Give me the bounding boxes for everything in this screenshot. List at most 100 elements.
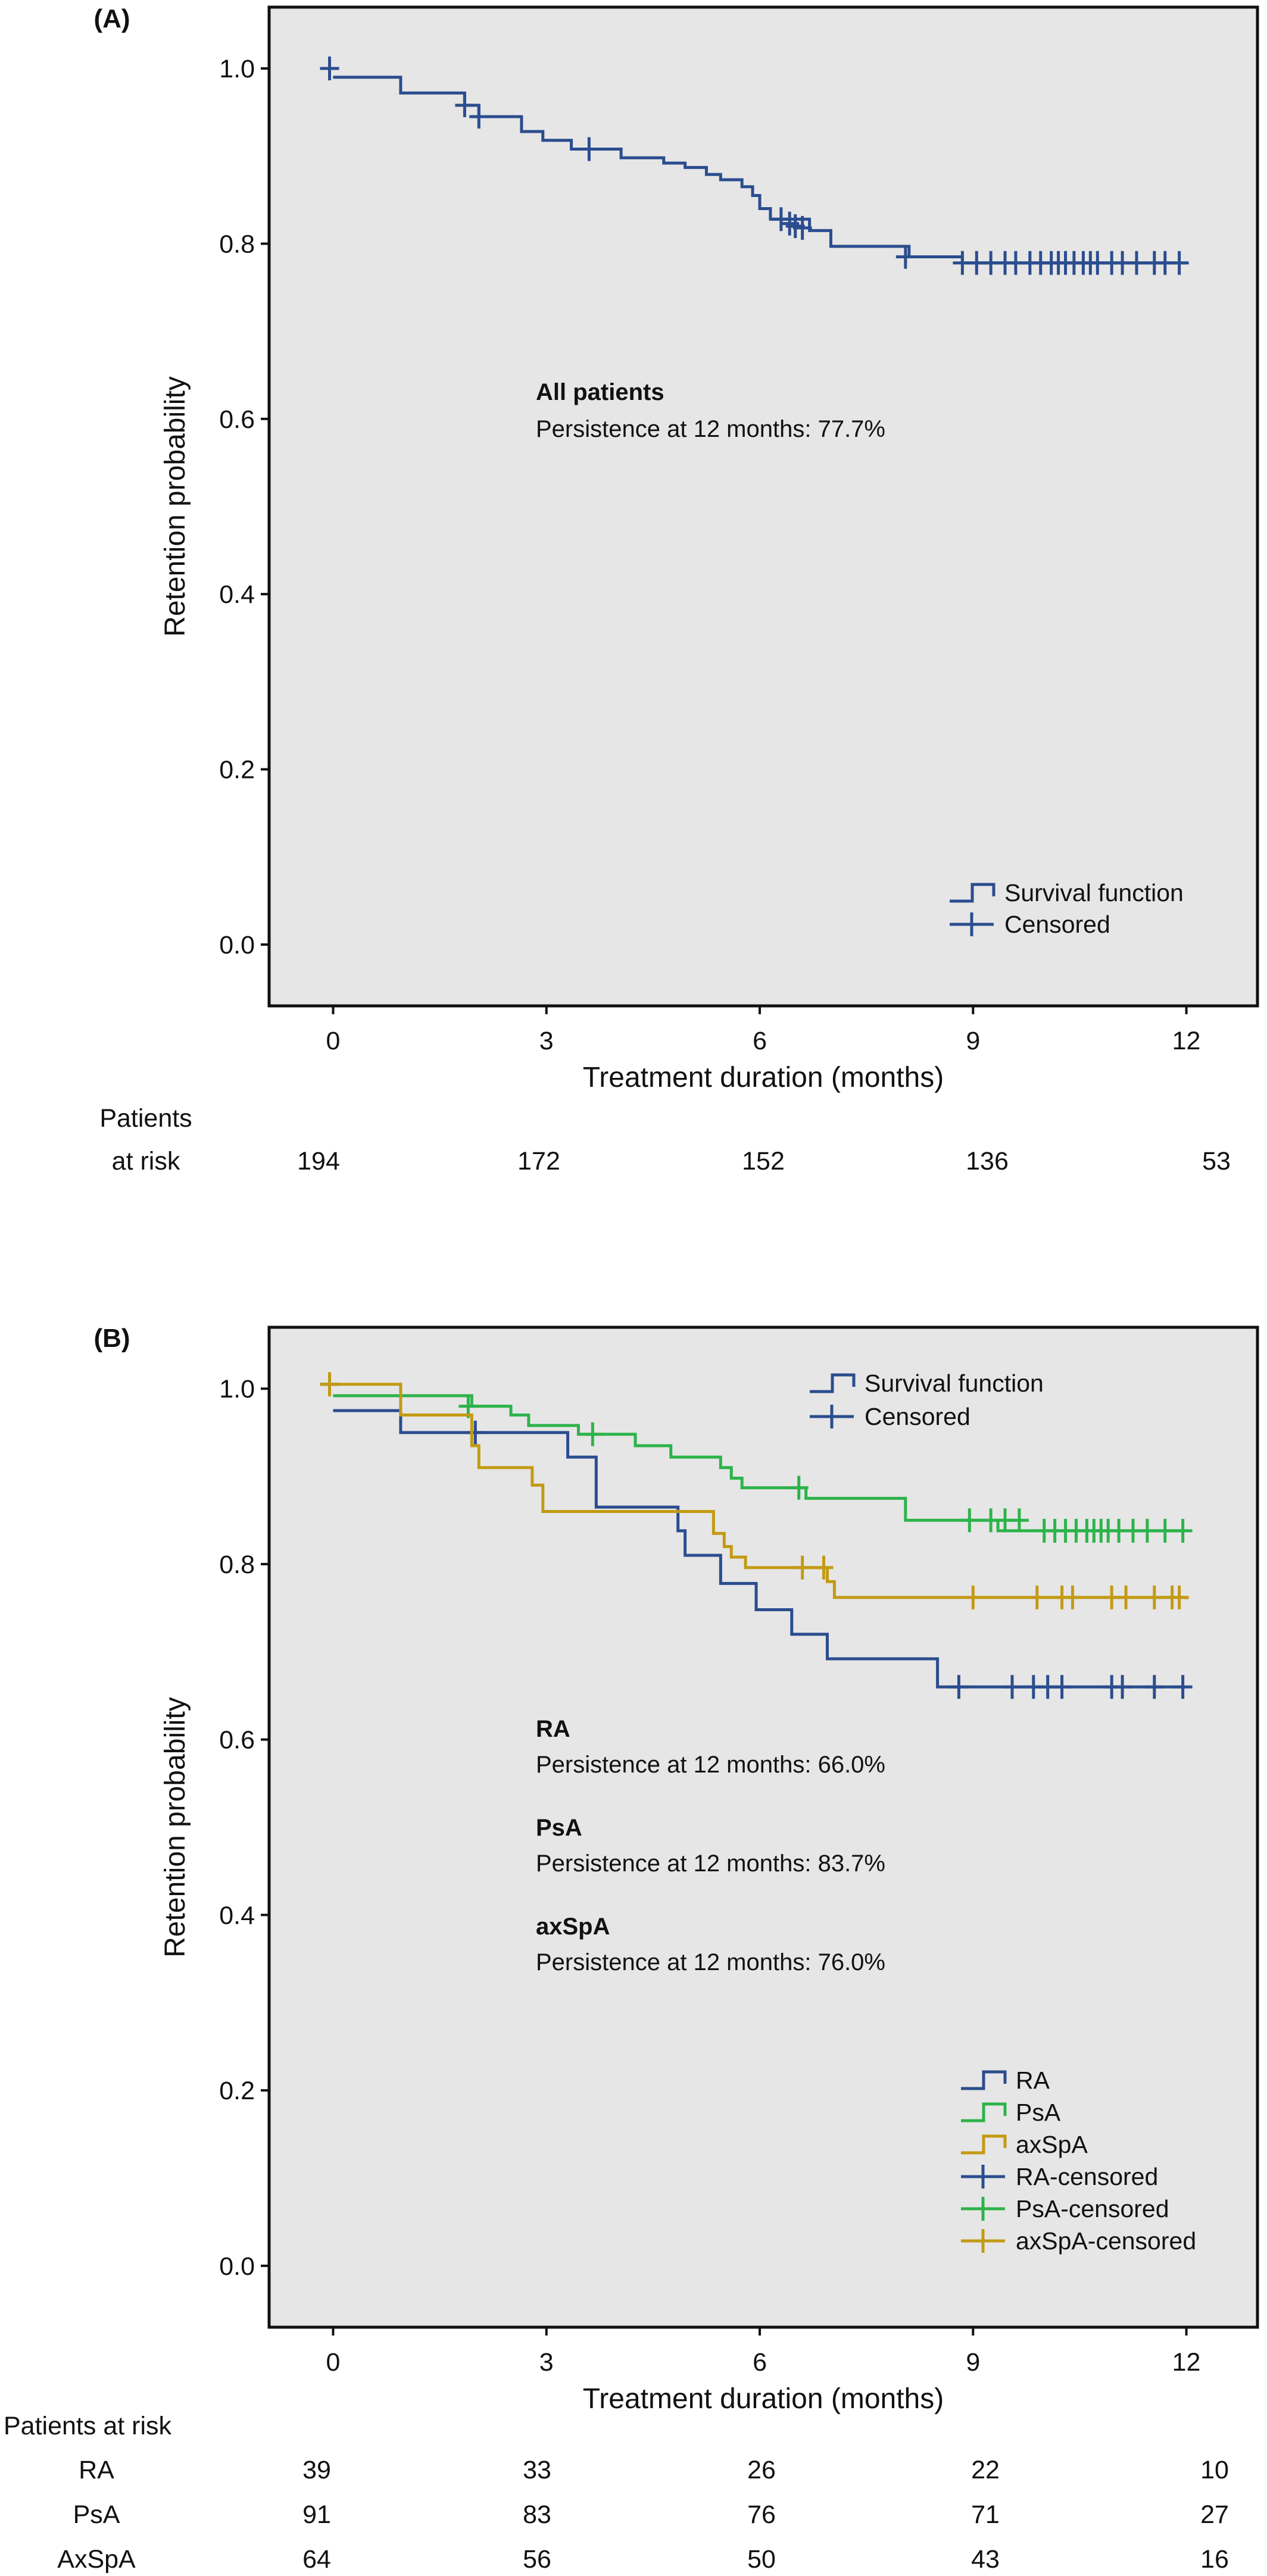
- y-tick-label: 0.2: [219, 2077, 255, 2105]
- annotation-title: RA: [536, 1716, 570, 1742]
- censor-mark-ra: [949, 1675, 969, 1699]
- censor-mark: [469, 104, 489, 129]
- annotation-title: axSpA: [536, 1914, 610, 1940]
- legend-plus-swatch: [961, 2229, 1005, 2253]
- legend-step-swatch: [961, 2070, 1007, 2090]
- censor-mark: [771, 207, 791, 232]
- at-risk-value: 10: [1200, 2456, 1229, 2484]
- at-risk-value: 194: [297, 1147, 340, 1176]
- censor-mark: [792, 215, 812, 240]
- censor-mark-ra: [1173, 1675, 1193, 1699]
- censor-mark: [895, 245, 915, 269]
- x-tick-label: 6: [753, 1027, 767, 1055]
- at-risk-value: 33: [523, 2456, 551, 2484]
- annotation-title: PsA: [536, 1815, 582, 1841]
- y-axis-label: Retention probability: [160, 376, 191, 637]
- y-tick-label: 0.0: [219, 2252, 255, 2281]
- x-tick-label: 0: [326, 1027, 341, 1055]
- at-risk-value: 39: [302, 2456, 331, 2484]
- legend-label: Censored: [865, 1403, 970, 1430]
- legend-plus-swatch: [950, 912, 994, 936]
- y-tick-label: 0.8: [219, 1550, 255, 1579]
- censor-mark-ra: [1052, 1675, 1072, 1699]
- at-risk-row-label: AxSpA: [57, 2545, 136, 2574]
- censor-mark: [579, 137, 599, 161]
- censor-mark-axspa: [1027, 1585, 1047, 1609]
- censor-mark: [320, 57, 339, 81]
- y-tick-label: 0.2: [219, 756, 255, 784]
- x-tick-label: 3: [539, 1027, 554, 1055]
- at-risk-table: Patients at risk RA 39 33 26 22 10 PsA 91 83 76 71 2…: [4, 2412, 1229, 2574]
- legend-label: RA: [1016, 2067, 1050, 2094]
- y-tick-label: 0.0: [219, 931, 255, 959]
- at-risk-value: 172: [517, 1147, 560, 1176]
- at-risk-value: 83: [523, 2500, 551, 2529]
- at-risk-value: 91: [302, 2500, 331, 2529]
- plot-area: [267, 1325, 1259, 2329]
- y-tick-label: 0.4: [219, 580, 255, 609]
- legend-plus-swatch: [810, 1405, 854, 1428]
- censor-mark-ra: [1113, 1675, 1132, 1699]
- at-risk-header: Patients at risk: [4, 2412, 171, 2440]
- censor-mark-axspa: [1063, 1585, 1082, 1609]
- at-risk-table: Patients at risk 194 172 152 136 53: [99, 1104, 1231, 1176]
- x-tick-label: 0: [326, 2348, 341, 2377]
- at-risk-value: 50: [747, 2545, 776, 2574]
- at-risk-value: 136: [966, 1147, 1009, 1176]
- censor-mark-psa: [1173, 1518, 1193, 1543]
- legend-plus-swatch: [961, 2197, 1005, 2221]
- at-risk-value: 26: [747, 2456, 776, 2484]
- censor-mark-psa: [1155, 1518, 1175, 1543]
- at-risk-row-label: PsA: [73, 2500, 120, 2529]
- y-tick-label: 1.0: [219, 1375, 255, 1403]
- x-tick-label: 9: [966, 2348, 980, 2377]
- x-tick-label: 9: [966, 1027, 980, 1055]
- censor-mark-axspa: [1116, 1585, 1136, 1609]
- censor-mark-psa: [960, 1508, 979, 1533]
- annotation-text: Persistence at 12 months: 66.0%: [536, 1752, 885, 1778]
- at-risk-value: 43: [971, 2545, 1000, 2574]
- at-risk-value: 76: [747, 2500, 776, 2529]
- censor-mark-psa: [1009, 1508, 1029, 1533]
- censor-mark-ra: [1144, 1675, 1164, 1699]
- annotation-text: Persistence at 12 months: 76.0%: [536, 1949, 885, 1975]
- at-risk-value: 64: [302, 2545, 331, 2574]
- censor-mark-psa: [1137, 1518, 1157, 1543]
- chart-panel-a: (A) 0.0 0.2 0.4 0.6 0.8 1.0 0 3 6 9 12 Treatment dur…: [93, 4, 1259, 1176]
- at-risk-value: 27: [1200, 2500, 1229, 2529]
- y-tick-label: 0.8: [219, 230, 255, 258]
- at-risk-row-label: RA: [79, 2456, 114, 2484]
- legend-step-swatch: [810, 1373, 856, 1393]
- at-risk-value: 22: [971, 2456, 1000, 2484]
- y-tick-label: 0.6: [219, 1726, 255, 1755]
- legend-label: axSpA: [1016, 2131, 1088, 2158]
- survival-line: [333, 76, 1188, 265]
- at-risk-value: 152: [742, 1147, 785, 1176]
- annotation-text: Persistence at 12 months: 77.7%: [536, 416, 885, 442]
- chart-panel-b: (B) 0.0 0.2 0.4 0.6 0.8 1.0 0 3 6 9 12 Treatment dur…: [4, 1324, 1259, 2574]
- censor-mark-axspa: [814, 1555, 834, 1580]
- censor-mark: [1126, 251, 1146, 275]
- panel-label: (A): [93, 4, 130, 33]
- annotation-title: All patients: [536, 379, 664, 405]
- legend-label: Censored: [1004, 911, 1110, 938]
- x-tick-label: 6: [753, 2348, 767, 2377]
- legend-plus-swatch: [961, 2165, 1005, 2189]
- at-risk-value: 56: [523, 2545, 551, 2574]
- legend-label: PsA: [1016, 2099, 1061, 2126]
- legend-step-swatch: [950, 883, 996, 903]
- y-axis-label: Retention probability: [160, 1697, 191, 1958]
- censor-mark-ra: [1002, 1675, 1022, 1699]
- annotation-text: Persistence at 12 months: 83.7%: [536, 1850, 885, 1877]
- legend: Survival function Censored: [950, 879, 1184, 938]
- y-tick-label: 0.6: [219, 405, 255, 434]
- legend-top: Survival function Censored: [810, 1370, 1044, 1430]
- at-risk-header: at risk: [112, 1147, 180, 1176]
- survival-line-axspa: [333, 1383, 1188, 1599]
- censor-mark-axspa: [792, 1555, 812, 1580]
- y-tick-label: 0.4: [219, 1901, 255, 1930]
- censor-mark-axspa: [963, 1585, 983, 1609]
- censor-mark-axspa: [1144, 1585, 1164, 1609]
- legend-label: RA-censored: [1016, 2163, 1158, 2190]
